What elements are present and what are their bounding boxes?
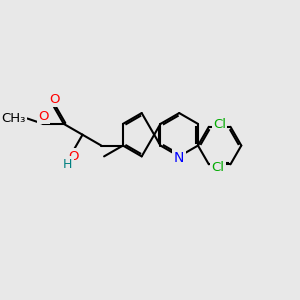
Text: Cl: Cl <box>213 118 226 130</box>
Text: N: N <box>174 151 184 165</box>
Text: O: O <box>38 110 48 122</box>
Text: CH₃: CH₃ <box>2 112 26 125</box>
Text: O: O <box>49 93 59 106</box>
Text: Cl: Cl <box>212 160 225 174</box>
Text: H: H <box>63 158 72 170</box>
Text: O: O <box>69 150 79 163</box>
